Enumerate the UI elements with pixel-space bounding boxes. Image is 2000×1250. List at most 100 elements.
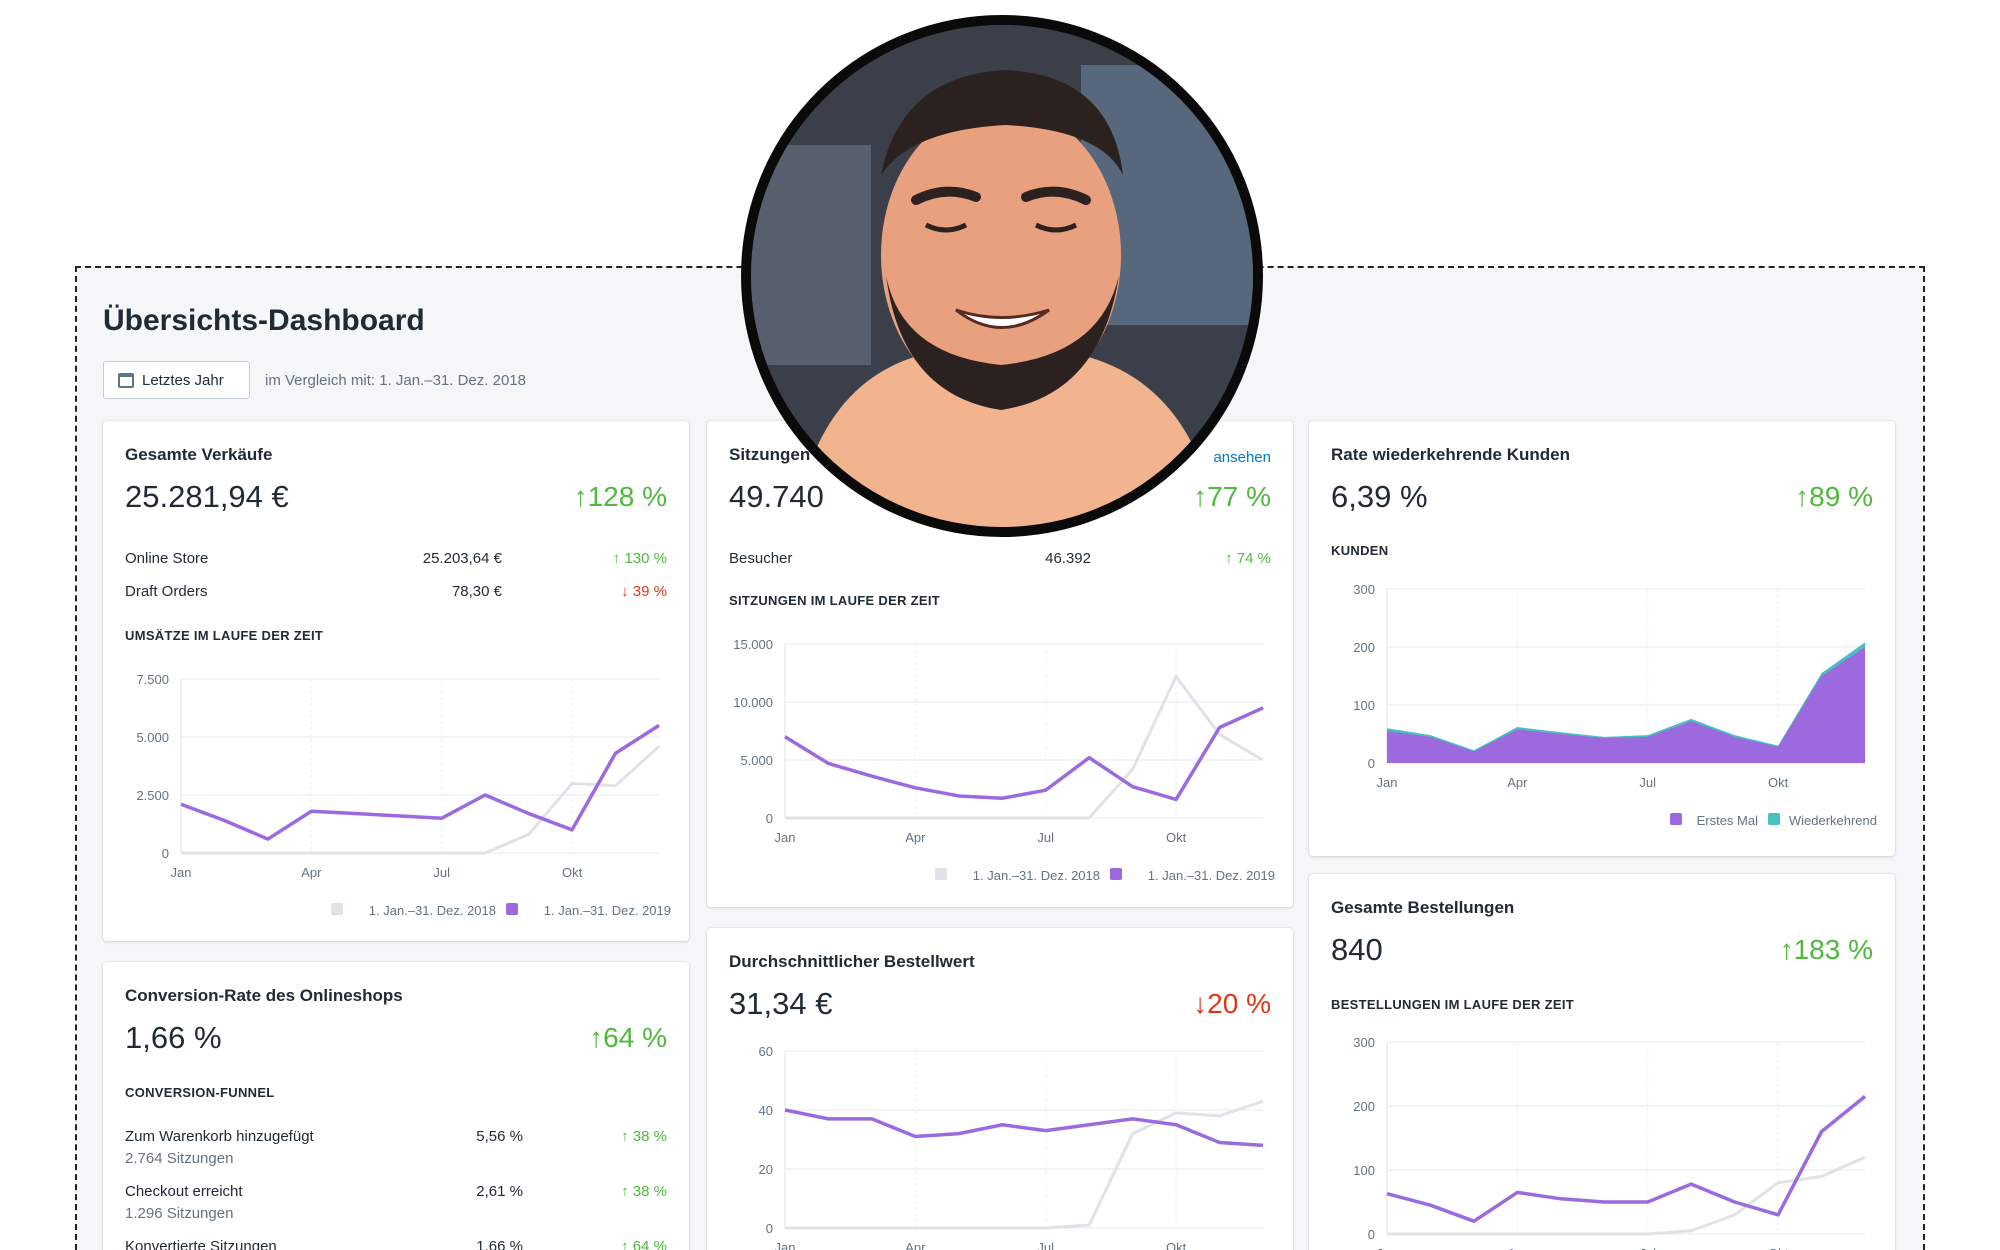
view-report-link[interactable]: ansehen: [1213, 449, 1271, 466]
legend-swatch: [1768, 813, 1780, 825]
legend-label: 1. Jan.–31. Dez. 2018: [369, 903, 496, 918]
row-change: ↑ 38 %: [621, 1128, 667, 1145]
section-label: UMSÄTZE IM LAUFE DER ZEIT: [125, 628, 324, 643]
row-sessions: 2.764 Sitzungen: [125, 1150, 234, 1167]
y-tick-label: 100: [1353, 698, 1375, 713]
y-tick-label: 10.000: [733, 695, 773, 710]
y-tick-label: 15.000: [733, 637, 773, 652]
x-tick-label: Jul: [1037, 830, 1054, 845]
row-label: Online Store: [125, 550, 209, 567]
card-change: ↑183 %: [1779, 934, 1873, 965]
legend-swatch: [1670, 813, 1682, 825]
row-value: 1,66 %: [476, 1238, 523, 1250]
row-label: Besucher: [729, 550, 793, 567]
date-range-label: Letztes Jahr: [142, 371, 224, 389]
x-tick-label: Okt: [1768, 775, 1789, 790]
row-value: 46.392: [1045, 550, 1091, 567]
compare-text: im Vergleich mit: 1. Jan.–31. Dez. 2018: [265, 372, 526, 389]
section-label: BESTELLUNGEN IM LAUFE DER ZEIT: [1331, 997, 1574, 1012]
calendar-icon: [118, 372, 134, 388]
x-tick-label: Apr: [301, 865, 322, 880]
card-value: 6,39 %: [1331, 479, 1428, 514]
row-label: Checkout erreicht: [125, 1183, 243, 1200]
x-tick-label: Apr: [1507, 775, 1528, 790]
x-tick-label: Okt: [1768, 1246, 1789, 1250]
row-label: Zum Warenkorb hinzugefügt: [125, 1128, 314, 1145]
legend-swatch: [935, 868, 947, 880]
funnel-row: Checkout erreicht 1.296 Sitzungen 2,61 %…: [125, 1183, 667, 1222]
y-tick-label: 0: [766, 811, 773, 826]
card-returning-customers: Rate wiederkehrende Kunden 6,39 % ↑89 % …: [1309, 421, 1895, 856]
series-line-2018: [785, 673, 1264, 820]
row-label: Draft Orders: [125, 583, 208, 600]
y-tick-label: 40: [759, 1103, 773, 1118]
x-tick-label: Jan: [171, 865, 192, 880]
x-tick-label: Jan: [1377, 775, 1398, 790]
card-title: Gesamte Bestellungen: [1331, 898, 1515, 917]
card-title: Rate wiederkehrende Kunden: [1331, 445, 1571, 464]
card-change: ↓20 %: [1193, 988, 1271, 1019]
breakdown-row: Draft Orders 78,30 € ↓ 39 %: [125, 583, 667, 603]
card-title: Conversion-Rate des Onlineshops: [125, 986, 403, 1005]
y-tick-label: 0: [1368, 1227, 1375, 1242]
row-value: 25.203,64 €: [422, 550, 502, 567]
breakdown-row: Online Store 25.203,64 € ↑ 130 %: [125, 550, 667, 570]
row-sessions: 1.296 Sitzungen: [125, 1205, 234, 1222]
row-value: 2,61 %: [476, 1183, 523, 1200]
row-value: 78,30 €: [451, 583, 502, 600]
card-value: 49.740: [729, 479, 824, 514]
y-tick-label: 300: [1353, 1035, 1375, 1050]
card-change: ↑77 %: [1193, 481, 1271, 512]
series-line-2019: [1386, 1095, 1867, 1223]
row-change: ↑ 64 %: [621, 1238, 667, 1250]
y-tick-label: 7.500: [136, 672, 169, 687]
y-tick-label: 200: [1353, 640, 1375, 655]
x-tick-label: Jul: [1037, 1240, 1054, 1250]
row-label: Konvertierte Sitzungen: [125, 1238, 277, 1250]
card-average-order-value: Durchschnittlicher Bestellwert 31,34 € ↓…: [707, 928, 1293, 1250]
row-change: ↓ 39 %: [621, 583, 667, 600]
legend-label: 1. Jan.–31. Dez. 2019: [1148, 868, 1275, 883]
x-tick-label: Okt: [1166, 830, 1187, 845]
row-change: ↑ 130 %: [612, 550, 667, 567]
series-line-2019: [180, 723, 660, 841]
legend-label: 1. Jan.–31. Dez. 2019: [544, 903, 671, 918]
y-tick-label: 0: [1368, 756, 1375, 771]
y-tick-label: 0: [766, 1221, 773, 1236]
x-tick-label: Jul: [1639, 1246, 1656, 1250]
funnel-row: Konvertierte Sitzungen 1,66 % ↑ 64 %: [125, 1238, 667, 1250]
card-title: Durchschnittlicher Bestellwert: [729, 952, 975, 971]
x-tick-label: Okt: [1166, 1240, 1187, 1250]
avatar: [741, 15, 1263, 537]
series-line-2018: [181, 745, 661, 855]
y-tick-label: 60: [759, 1044, 773, 1059]
card-change: ↑128 %: [573, 481, 667, 512]
row-value: 5,56 %: [476, 1128, 523, 1145]
y-tick-label: 20: [759, 1162, 773, 1177]
card-value: 1,66 %: [125, 1020, 222, 1055]
y-tick-label: 300: [1353, 582, 1375, 597]
page-title: Übersichts-Dashboard: [103, 304, 425, 337]
date-range-button[interactable]: Letztes Jahr: [103, 361, 250, 399]
card-change: ↑64 %: [589, 1022, 667, 1053]
card-value: 840: [1331, 932, 1383, 967]
x-tick-label: Jul: [1639, 775, 1656, 790]
section-label: SITZUNGEN IM LAUFE DER ZEIT: [729, 593, 941, 608]
legend-label: 1. Jan.–31. Dez. 2018: [973, 868, 1100, 883]
legend-label: Wiederkehrend: [1789, 813, 1877, 828]
x-tick-label: Jul: [433, 865, 450, 880]
legend-label: Erstes Mal: [1697, 813, 1759, 828]
y-tick-label: 2.500: [136, 788, 169, 803]
x-tick-label: Apr: [905, 1240, 926, 1250]
series-line-2018: [785, 1099, 1264, 1230]
card-title: Gesamte Verkäufe: [125, 445, 273, 464]
y-tick-label: 5.000: [136, 730, 169, 745]
row-change: ↑ 74 %: [1225, 550, 1271, 567]
y-tick-label: 5.000: [740, 753, 773, 768]
legend-swatch: [506, 903, 518, 915]
x-tick-label: Okt: [562, 865, 583, 880]
